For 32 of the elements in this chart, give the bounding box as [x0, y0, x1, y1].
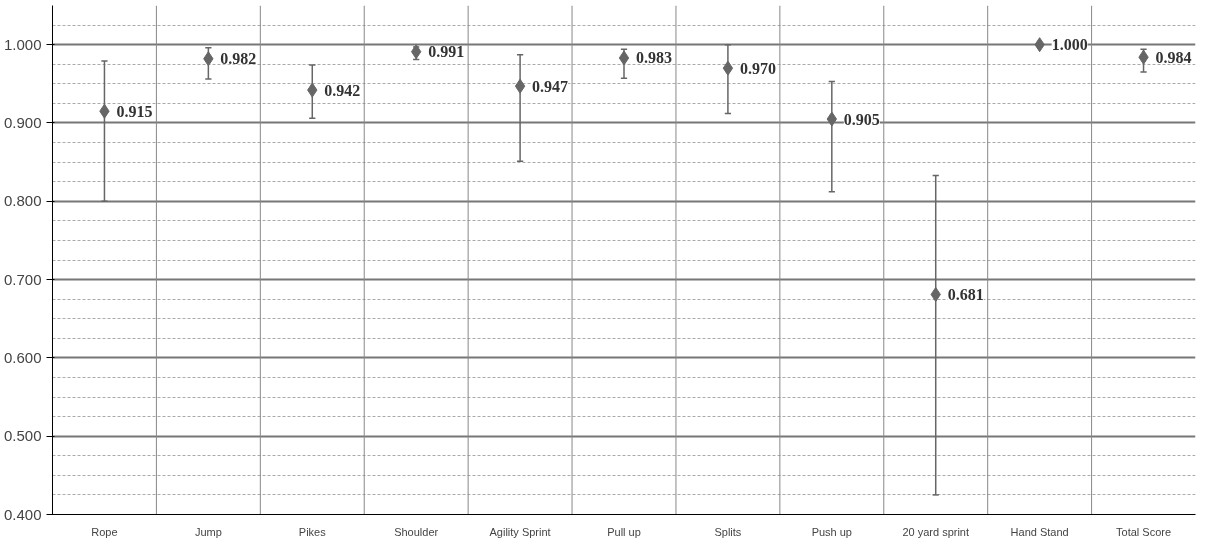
y-tick-label: 0.800	[3, 192, 42, 210]
x-tick-label: Total Score	[1116, 525, 1172, 538]
point	[514, 78, 526, 94]
y-tick-label: 1.000	[3, 35, 42, 53]
x-tick-label: Jump	[194, 525, 222, 538]
x-tick-label: Push up	[811, 525, 853, 538]
y-tick-label: 0.500	[3, 427, 42, 445]
y-tick-label: 0.700	[3, 270, 42, 288]
data-label: 0.947	[532, 77, 569, 95]
x-tick-label: Pull up	[607, 525, 641, 538]
data-label: 0.982	[220, 50, 257, 68]
point	[618, 50, 630, 66]
y-tick-label: 0.600	[3, 348, 42, 366]
x-tick-label: Agility Sprint	[489, 525, 551, 538]
data-label: 0.984	[1155, 48, 1192, 66]
data-label: 0.991	[428, 43, 465, 61]
data-label: 0.983	[636, 49, 672, 67]
data-label: 0.681	[947, 285, 984, 303]
x-tick-label: Shoulder	[394, 525, 439, 538]
x-tick-label: Pikes	[298, 525, 327, 538]
data-label: 0.915	[116, 102, 153, 120]
data-label: 0.942	[324, 81, 361, 99]
point	[722, 60, 734, 76]
y-tick-label: 0.900	[3, 113, 42, 131]
data-label: 0.970	[739, 59, 776, 77]
x-tick-label: Rope	[91, 525, 118, 538]
data-label: 0.905	[843, 110, 880, 128]
x-tick-label: 20 yard sprint	[902, 525, 970, 538]
y-tick-label: 0.400	[3, 505, 42, 523]
x-tick-label: Splits	[714, 525, 742, 538]
x-tick-label: Hand Stand	[1010, 525, 1069, 538]
data-label: 1.000	[1051, 36, 1088, 54]
